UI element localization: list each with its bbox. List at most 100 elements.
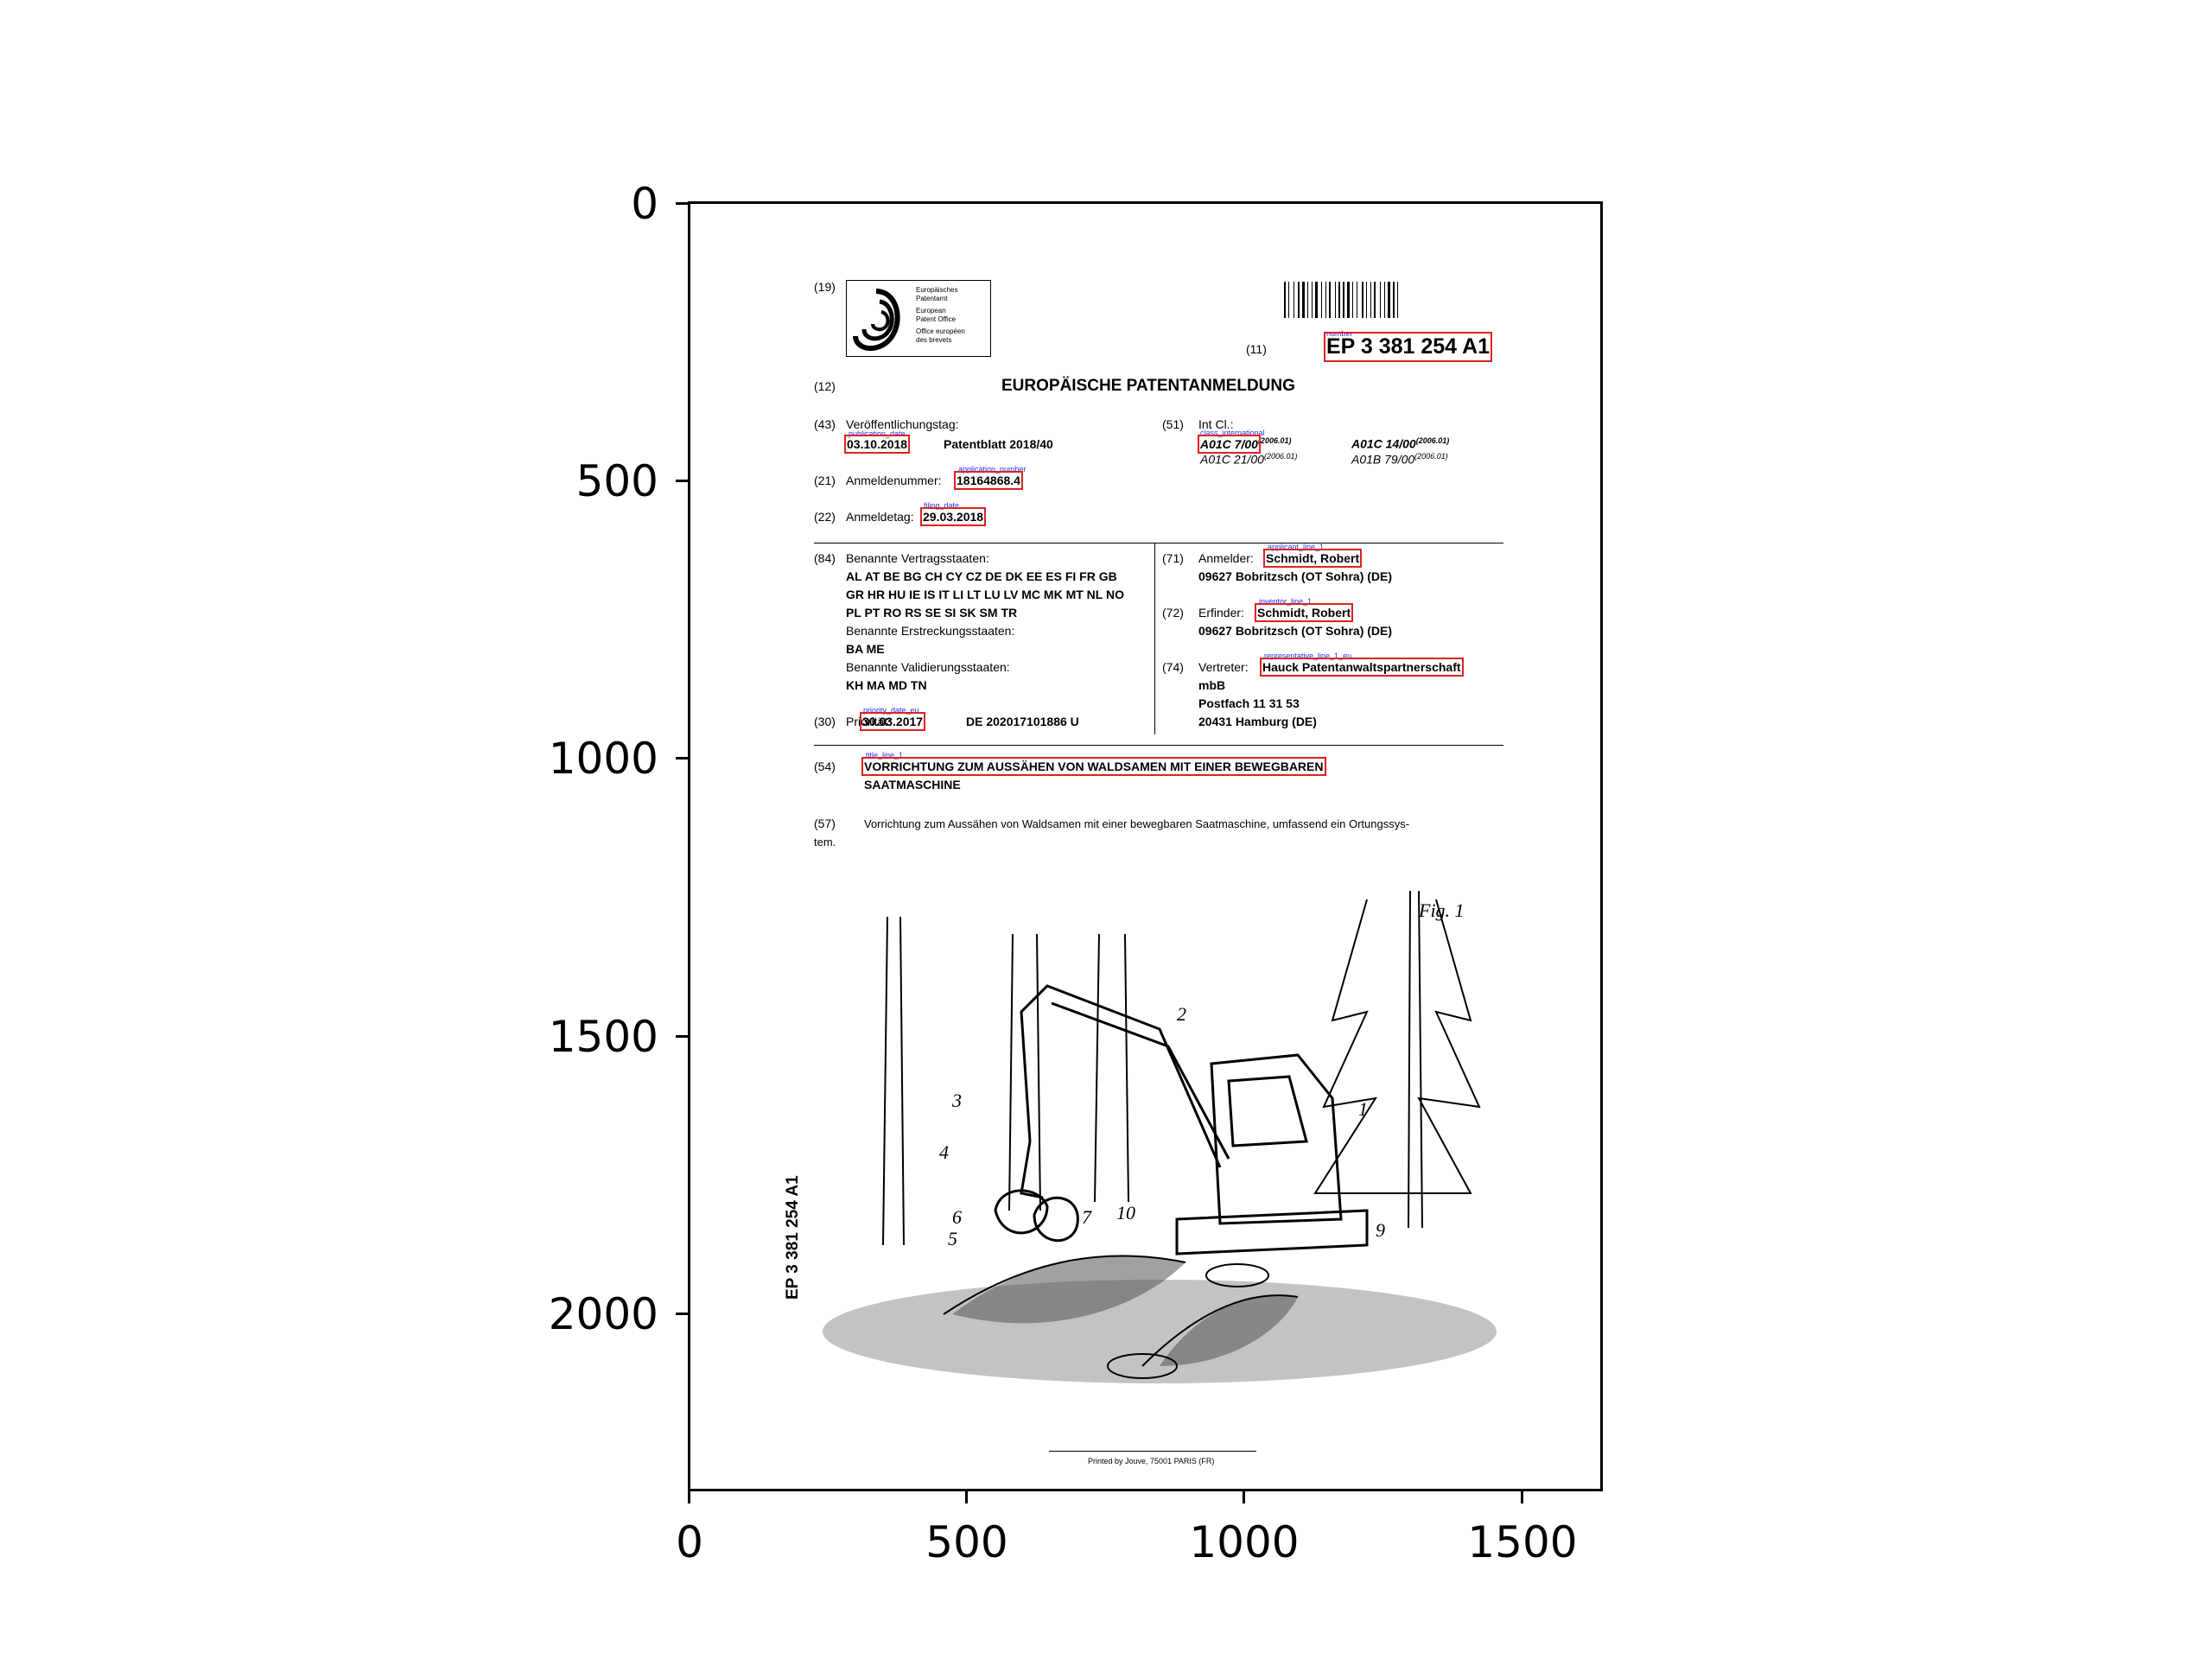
barcode-bar <box>1366 282 1367 318</box>
representative-line: 20431 Hamburg (DE) <box>1198 715 1317 728</box>
patentblatt: Patentblatt 2018/40 <box>944 437 1053 451</box>
logo-line: Patent Office <box>916 315 965 324</box>
extension-states-label: Benannte Erstreckungsstaaten: <box>846 624 1014 638</box>
validation-states: KH MA MD TN <box>846 678 927 692</box>
priority-number: DE 202017101886 U <box>966 715 1079 728</box>
inid-43: (43) <box>814 417 836 431</box>
x-tick <box>1521 1491 1523 1503</box>
abstract-line: tem. <box>814 836 836 849</box>
document-type: EUROPÄISCHE PATENTANMELDUNG <box>1001 377 1295 396</box>
y-tick <box>676 1035 688 1038</box>
logo-line: European <box>916 307 965 315</box>
barcode <box>1284 282 1507 318</box>
excavator-track <box>1177 1211 1367 1254</box>
inid-74: (74) <box>1162 660 1184 674</box>
ref-numeral: 1 <box>1358 1098 1368 1120</box>
inid-30: (30) <box>814 715 836 728</box>
inid-72: (72) <box>1162 606 1184 620</box>
printer-note: Printed by Jouve, 75001 PARIS (FR) <box>1088 1457 1214 1465</box>
class-2-version: (2006.01) <box>1416 436 1450 445</box>
patent-document-page: (19) Europäisches Patentamt European Pat… <box>690 204 1600 1489</box>
barcode-bar <box>1343 282 1344 318</box>
inid-12: (12) <box>814 379 836 393</box>
abstract-line: Vorrichtung zum Aussähen von Waldsamen m… <box>864 817 1409 830</box>
barcode-bar <box>1380 282 1381 318</box>
barcode-bar <box>1335 282 1336 318</box>
designated-states-label: Benannte Vertragsstaaten: <box>846 551 989 565</box>
barcode-bar <box>1362 282 1363 318</box>
representative-label: Vertreter: <box>1198 660 1249 674</box>
fig-label: Fig. 1 <box>1418 899 1465 921</box>
conifer-tree <box>1315 899 1479 1193</box>
filing-date-box-label: filing_date <box>924 501 959 510</box>
tree-trunk <box>1095 934 1128 1202</box>
barcode-bar <box>1307 282 1308 318</box>
inid-19: (19) <box>814 280 836 294</box>
representative-line: Postfach 11 31 53 <box>1198 696 1300 710</box>
barcode-bar <box>1321 282 1322 318</box>
barcode-bar <box>1329 282 1331 318</box>
epo-logo: Europäisches Patentamt European Patent O… <box>846 280 991 357</box>
barcode-bar <box>1338 282 1340 318</box>
ref-numeral: 5 <box>948 1228 957 1249</box>
barcode-bar <box>1315 282 1318 318</box>
x-tick-label: 0 <box>594 1521 785 1564</box>
inventor-address: 09627 Bobritzsch (OT Sohra) (DE) <box>1198 624 1392 638</box>
ref-numeral: 10 <box>1116 1202 1135 1224</box>
inid-84: (84) <box>814 551 836 565</box>
barcode-bar <box>1397 282 1398 318</box>
representative-box-label: representative_line_1_eu <box>1264 652 1351 660</box>
validation-states-label: Benannte Validierungsstaaten: <box>846 660 1010 674</box>
inid-21: (21) <box>814 474 836 487</box>
epo-emblem-icon <box>850 284 912 353</box>
plot-frame: (19) Europäisches Patentamt European Pat… <box>688 201 1603 1491</box>
application-number-box-label: application_number <box>958 465 1027 474</box>
y-tick <box>676 757 688 760</box>
x-tick <box>965 1491 968 1503</box>
application-number: 18164868.4 <box>957 474 1020 487</box>
y-tick-label: 0 <box>520 182 658 226</box>
class-2: A01C 14/00 <box>1351 437 1416 451</box>
barcode-bar <box>1393 282 1395 318</box>
barcode-bar <box>1384 282 1385 318</box>
applicant: Schmidt, Robert <box>1266 551 1359 565</box>
inid-22: (22) <box>814 510 836 524</box>
side-publication-number: EP 3 381 254 A1 <box>784 1127 804 1300</box>
x-tick-label: 500 <box>872 1521 1062 1564</box>
filing-date: 29.03.2018 <box>923 510 983 524</box>
footer-line <box>1049 1451 1256 1452</box>
seed-bucket <box>995 1191 1047 1233</box>
states-line: PL PT RO RS SE SI SK SM TR <box>846 606 1017 620</box>
class-3-version: (2006.01) <box>1264 452 1298 461</box>
logo-line: des brevets <box>916 336 965 345</box>
excavator-boom <box>1021 986 1220 1167</box>
applicant-label: Anmelder: <box>1198 551 1254 565</box>
y-tick-label: 1500 <box>520 1015 658 1058</box>
states-line: GR HR HU IE IS IT LI LT LU LV MC MK MT N… <box>846 588 1124 601</box>
inid-11: (11) <box>1246 342 1267 356</box>
inid-71: (71) <box>1162 551 1184 565</box>
class-1: A01C 7/00 <box>1200 437 1258 451</box>
application-number-label: Anmeldenummer: <box>846 474 942 487</box>
class-4-version: (2006.01) <box>1414 452 1448 461</box>
class-3: A01C 21/00 <box>1200 453 1264 467</box>
barcode-bar <box>1388 282 1390 318</box>
y-tick <box>676 202 688 205</box>
barcode-bar <box>1312 282 1313 318</box>
applicant-address: 09627 Bobritzsch (OT Sohra) (DE) <box>1198 569 1392 583</box>
y-tick <box>676 480 688 482</box>
inid-54: (54) <box>814 760 836 773</box>
title-box-label: title_line_1 <box>866 751 903 760</box>
representative-line: mbB <box>1198 678 1225 692</box>
ref-numeral: 4 <box>939 1141 949 1163</box>
barcode-bar <box>1288 282 1289 318</box>
extension-states: BA ME <box>846 642 885 656</box>
ref-numeral: 7 <box>1082 1206 1092 1228</box>
title-line-2: SAATMASCHINE <box>864 778 961 791</box>
barcode-bar <box>1370 282 1371 318</box>
ref-numeral: 9 <box>1376 1219 1385 1241</box>
inventor: Schmidt, Robert <box>1257 606 1351 620</box>
logo-line: Patentamt <box>916 295 965 303</box>
y-tick-label: 2000 <box>520 1293 658 1336</box>
barcode-bar <box>1374 282 1376 318</box>
